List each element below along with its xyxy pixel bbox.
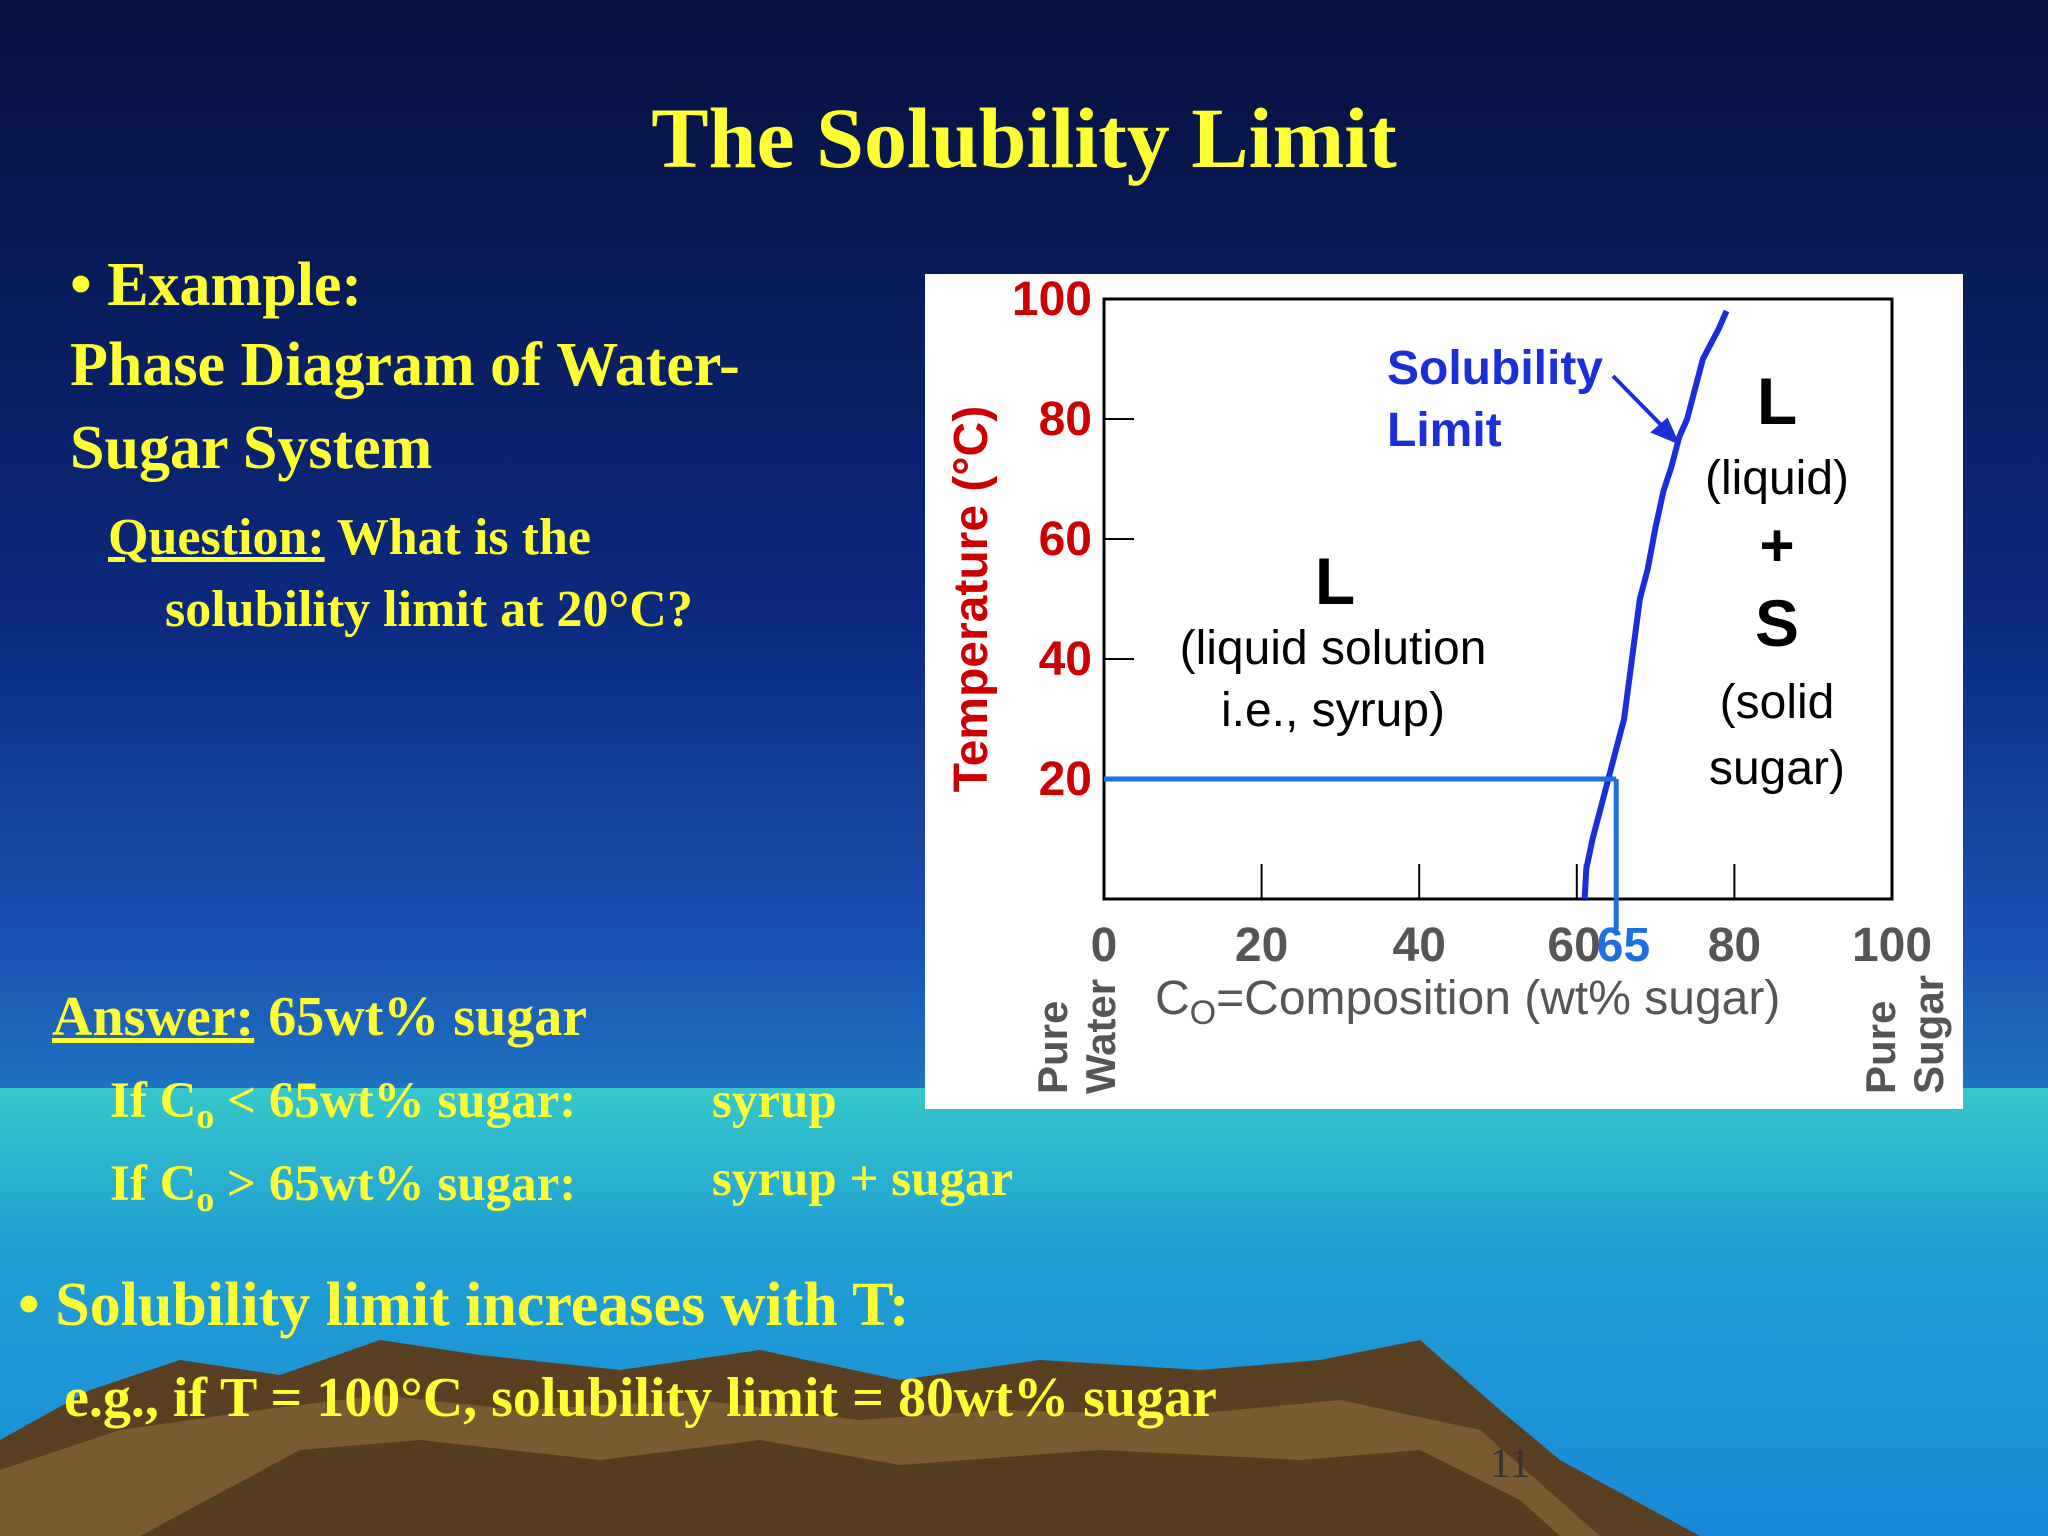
condition-greater-than: If Co > 65wt% sugar:	[110, 1155, 576, 1220]
x-highlight-label: 65	[1597, 919, 1650, 972]
region-right-line-1: L	[1757, 364, 1797, 438]
pure-water-label-1: Pure	[1029, 1001, 1076, 1094]
solubility-curve	[1581, 309, 1730, 900]
y-tick-label: 40	[1039, 633, 1092, 686]
annotation-arrow-head	[1650, 417, 1680, 445]
region-left-desc-1: (liquid solution	[1180, 622, 1487, 675]
line-phase-diagram: Phase Diagram of Water-	[70, 331, 740, 399]
x-tick-label: 100	[1852, 919, 1932, 972]
condition-2-prefix: If C	[110, 1156, 197, 1212]
answer-label: Answer:	[52, 986, 255, 1048]
condition-1-subscript: o	[196, 1096, 215, 1137]
x-tick-label: 40	[1393, 919, 1446, 972]
x-axis-title: CO=Composition (wt% sugar)	[1155, 972, 1780, 1032]
example-100c: e.g., if T = 100°C, solubility limit = 8…	[64, 1367, 1217, 1429]
question-label: Question:	[108, 509, 325, 566]
y-axis-title: Temperature (°C)	[945, 406, 998, 792]
x-tick-label: 20	[1235, 919, 1288, 972]
mountains-illustration	[0, 1340, 1700, 1536]
question-text: What is the	[324, 509, 591, 566]
x-axis-title-suffix: =Composition (wt% sugar)	[1216, 972, 1780, 1025]
region-right-line-3: +	[1759, 512, 1794, 579]
question-line-1: Question: What is the	[108, 508, 591, 567]
y-tick-label: 20	[1039, 753, 1092, 806]
condition-2-subscript: o	[196, 1179, 215, 1220]
y-tick-label: 60	[1039, 513, 1092, 566]
region-right-line-6: sugar)	[1709, 742, 1845, 795]
y-tick-label: 100	[1012, 274, 1092, 326]
bullet-increase-with-t: • Solubility limit increases with T:	[18, 1271, 910, 1339]
x-tick-label: 80	[1708, 919, 1761, 972]
phase-diagram-panel: 100 80 60 40 20 0 20 40 60 80 100 65 Temperature (°C…	[925, 274, 1963, 1109]
plot-frame	[1102, 297, 1894, 901]
region-left-desc-2: i.e., syrup)	[1221, 684, 1445, 737]
x-axis-title-subscript: O	[1190, 994, 1216, 1032]
pure-sugar-label-1: Pure	[1857, 1001, 1904, 1094]
phase-diagram-chart: 100 80 60 40 20 0 20 40 60 80 100 65 Temperature (°C…	[945, 274, 1952, 1094]
condition-1-prefix: If C	[110, 1073, 197, 1129]
region-left-symbol: L	[1315, 544, 1355, 618]
line-sugar-system: Sugar System	[70, 414, 433, 482]
annotation-line-2: Limit	[1387, 404, 1502, 457]
answer-line: Answer: 65wt% sugar	[52, 985, 587, 1049]
x-tick-label: 0	[1091, 919, 1118, 972]
page-number: 11	[1490, 1441, 1531, 1487]
pure-water-label-2: Water	[1077, 979, 1124, 1094]
condition-1-suffix: < 65wt% sugar:	[214, 1073, 577, 1129]
region-right-line-5: (solid	[1720, 676, 1835, 729]
annotation-line-1: Solubility	[1387, 342, 1603, 395]
y-tick-label: 80	[1039, 393, 1092, 446]
x-tick-label: 60	[1547, 919, 1600, 972]
answer-text: 65wt% sugar	[254, 986, 588, 1048]
x-axis-title-prefix: C	[1155, 972, 1190, 1025]
result-syrup: syrup	[712, 1073, 837, 1129]
region-right-line-2: (liquid)	[1705, 452, 1849, 505]
result-syrup-sugar: syrup + sugar	[712, 1151, 1014, 1207]
region-right-line-4: S	[1755, 586, 1799, 660]
pure-sugar-label-2: Sugar	[1905, 975, 1952, 1094]
condition-2-suffix: > 65wt% sugar:	[214, 1156, 577, 1212]
condition-less-than: If Co < 65wt% sugar:	[110, 1072, 576, 1137]
question-line-2: solubility limit at 20°C?	[165, 581, 693, 638]
slide-title: The Solubility Limit	[651, 90, 1397, 186]
bullet-example: • Example:	[70, 251, 363, 319]
